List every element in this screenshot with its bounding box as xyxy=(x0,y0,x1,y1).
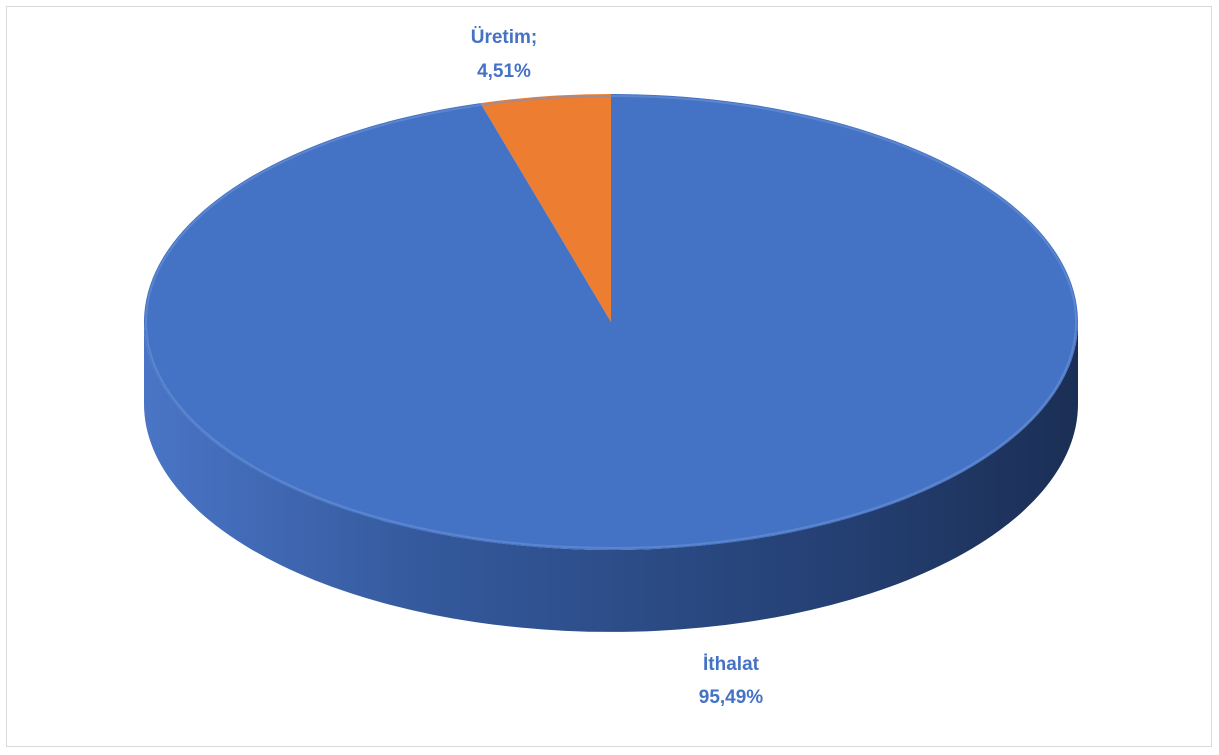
pie-slice--retim xyxy=(480,94,611,322)
data-label-uretim-value: 4,51% xyxy=(477,61,531,82)
pie-slice-i-thalat xyxy=(144,94,1079,551)
data-label-ithalat-value: 95,49% xyxy=(699,687,764,708)
pie-side-wall xyxy=(144,322,1078,632)
pie-rim-highlight xyxy=(145,95,1077,549)
data-label-ithalat-name: İthalat xyxy=(703,654,760,675)
data-label-uretim-name: Üretim; xyxy=(471,27,538,48)
